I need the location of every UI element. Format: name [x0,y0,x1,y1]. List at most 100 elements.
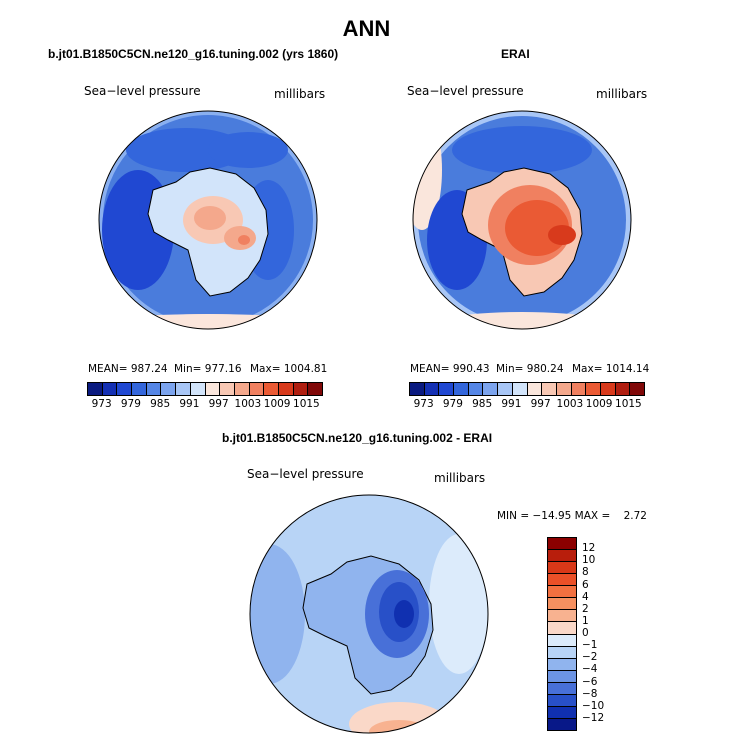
colorbar-tick-label: 1003 [234,398,262,410]
colorbar-swatch [548,646,576,659]
colorbar-swatch [468,383,484,395]
colorbar-swatch [548,562,576,575]
colorbar-swatch [586,383,601,395]
colorbar-swatch [102,383,118,395]
colorbar-swatch [483,383,499,395]
colorbar-tick-label: 979 [442,398,463,410]
colorbar-swatch [548,598,576,611]
panel2-colorbar [409,382,645,396]
colorbar-tick-label: 1009 [263,398,291,410]
panel1-map [98,110,318,330]
colorbar-tick-label: 1015 [293,398,320,410]
colorbar-tick-label: 979 [120,398,141,410]
panel1-title: b.jt01.B1850C5CN.ne120_g16.tuning.002 (y… [48,47,339,61]
panel1-colorbar-ticks: 973 979 985 991 997 1003 1009 1015 [87,398,321,412]
colorbar-swatch [176,383,191,395]
colorbar-swatch [205,383,221,395]
panel2-colorbar-ticks: 973 979 985 991 997 1003 1009 1015 [409,398,643,412]
colorbar-tick-label: 997 [530,398,551,410]
colorbar-swatch [146,383,162,395]
colorbar-swatch [615,383,631,395]
panel3-title: b.jt01.B1850C5CN.ne120_g16.tuning.002 - … [222,431,493,445]
colorbar-swatch [132,383,147,395]
colorbar-swatch [548,670,576,683]
colorbar-tick-label: 997 [208,398,229,410]
panel2-min: Min= 980.24 [496,363,564,375]
panel2-variable-label: Sea−level pressure [407,84,524,98]
colorbar-swatch [548,586,576,599]
colorbar-tick-label: −1 [582,639,598,652]
colorbar-swatch [548,610,576,623]
panel2-title: ERAI [501,47,530,61]
colorbar-swatch [424,383,440,395]
panel2-units-label: millibars [596,87,648,101]
colorbar-swatch [548,682,576,695]
colorbar-tick-label: 10 [582,554,596,567]
colorbar-swatch [548,706,576,719]
colorbar-tick-label: −4 [582,663,598,676]
colorbar-swatch [630,383,644,395]
panel3-variable-label: Sea−level pressure [247,467,364,481]
panel1-mean: MEAN= 987.24 [88,363,168,375]
colorbar-swatch [220,383,235,395]
colorbar-swatch [600,383,616,395]
colorbar-swatch [548,550,576,563]
colorbar-swatch [439,383,455,395]
panel3-colorbar [547,537,577,731]
colorbar-tick-label: 12 [582,542,596,555]
panel1-variable-label: Sea−level pressure [84,84,201,98]
colorbar-tick-label: 991 [501,398,522,410]
colorbar-swatch [548,634,576,647]
colorbar-swatch [190,383,206,395]
colorbar-swatch [278,383,294,395]
colorbar-swatch [548,658,576,671]
colorbar-swatch [548,718,576,730]
colorbar-swatch [234,383,250,395]
panel2-mean: MEAN= 990.43 [410,363,490,375]
colorbar-swatch [571,383,587,395]
colorbar-swatch [548,694,576,707]
colorbar-swatch [308,383,322,395]
panel2-map [412,110,632,330]
colorbar-swatch [161,383,177,395]
colorbar-tick-label: 6 [582,578,589,591]
colorbar-swatch [293,383,309,395]
colorbar-tick-label: 973 [413,398,434,410]
colorbar-tick-label: 991 [179,398,200,410]
colorbar-swatch [264,383,279,395]
colorbar-tick-label: 1015 [615,398,642,410]
colorbar-swatch [454,383,469,395]
colorbar-swatch [410,383,425,395]
colorbar-tick-label: −6 [582,675,598,688]
colorbar-swatch [542,383,557,395]
colorbar-swatch [548,574,576,587]
panel1-units-label: millibars [274,87,326,101]
panel1-min: Min= 977.16 [174,363,242,375]
colorbar-tick-label: −2 [582,651,598,664]
colorbar-tick-label: −12 [582,711,605,724]
colorbar-swatch [556,383,572,395]
colorbar-swatch [548,538,576,551]
colorbar-tick-label: 1009 [585,398,613,410]
colorbar-tick-label: −8 [582,687,598,700]
colorbar-swatch [117,383,133,395]
colorbar-tick-label: 0 [582,627,589,639]
colorbar-tick-label: 4 [582,590,589,603]
panel2-max: Max= 1014.14 [572,363,650,375]
colorbar-tick-label: 1003 [556,398,584,410]
colorbar-tick-label: 985 [150,398,171,410]
panel3-colorbar-ticks: 12 10 8 6 4 2 1 0 −1 −2 −4 −6 −8 −10 −12 [580,537,620,731]
panel1-max: Max= 1004.81 [250,363,328,375]
colorbar-tick-label: 8 [582,566,589,579]
panel3-minmax: MIN = −14.95 MAX = 2.72 [497,510,647,522]
colorbar-swatch [249,383,265,395]
colorbar-swatch [498,383,513,395]
colorbar-swatch [548,622,576,635]
colorbar-tick-label: −10 [582,699,605,712]
colorbar-swatch [88,383,103,395]
colorbar-tick-label: 973 [91,398,112,410]
colorbar-swatch [512,383,528,395]
colorbar-tick-label: 2 [582,602,589,615]
panel3-map [249,494,489,734]
colorbar-tick-label: 1 [582,614,589,627]
